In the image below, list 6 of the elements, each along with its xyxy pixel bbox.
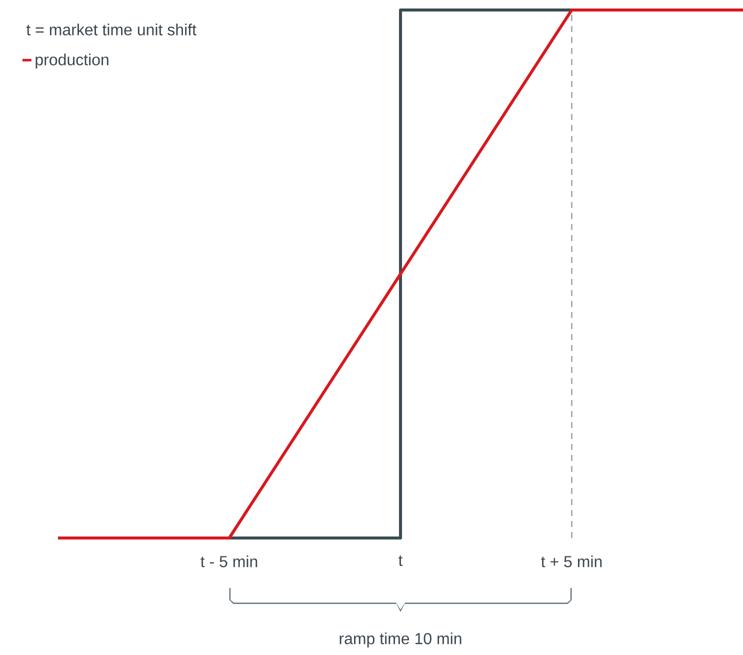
x-tick-label: t - 5 min: [200, 556, 258, 568]
x-tick-label: t + 5 min: [541, 556, 602, 568]
text: ramp time 10 min: [340, 632, 462, 648]
annotation: t = market time unit shift: [26, 24, 196, 36]
x-tick-label: t: [398, 556, 403, 566]
legend-label: production: [36, 54, 108, 69]
